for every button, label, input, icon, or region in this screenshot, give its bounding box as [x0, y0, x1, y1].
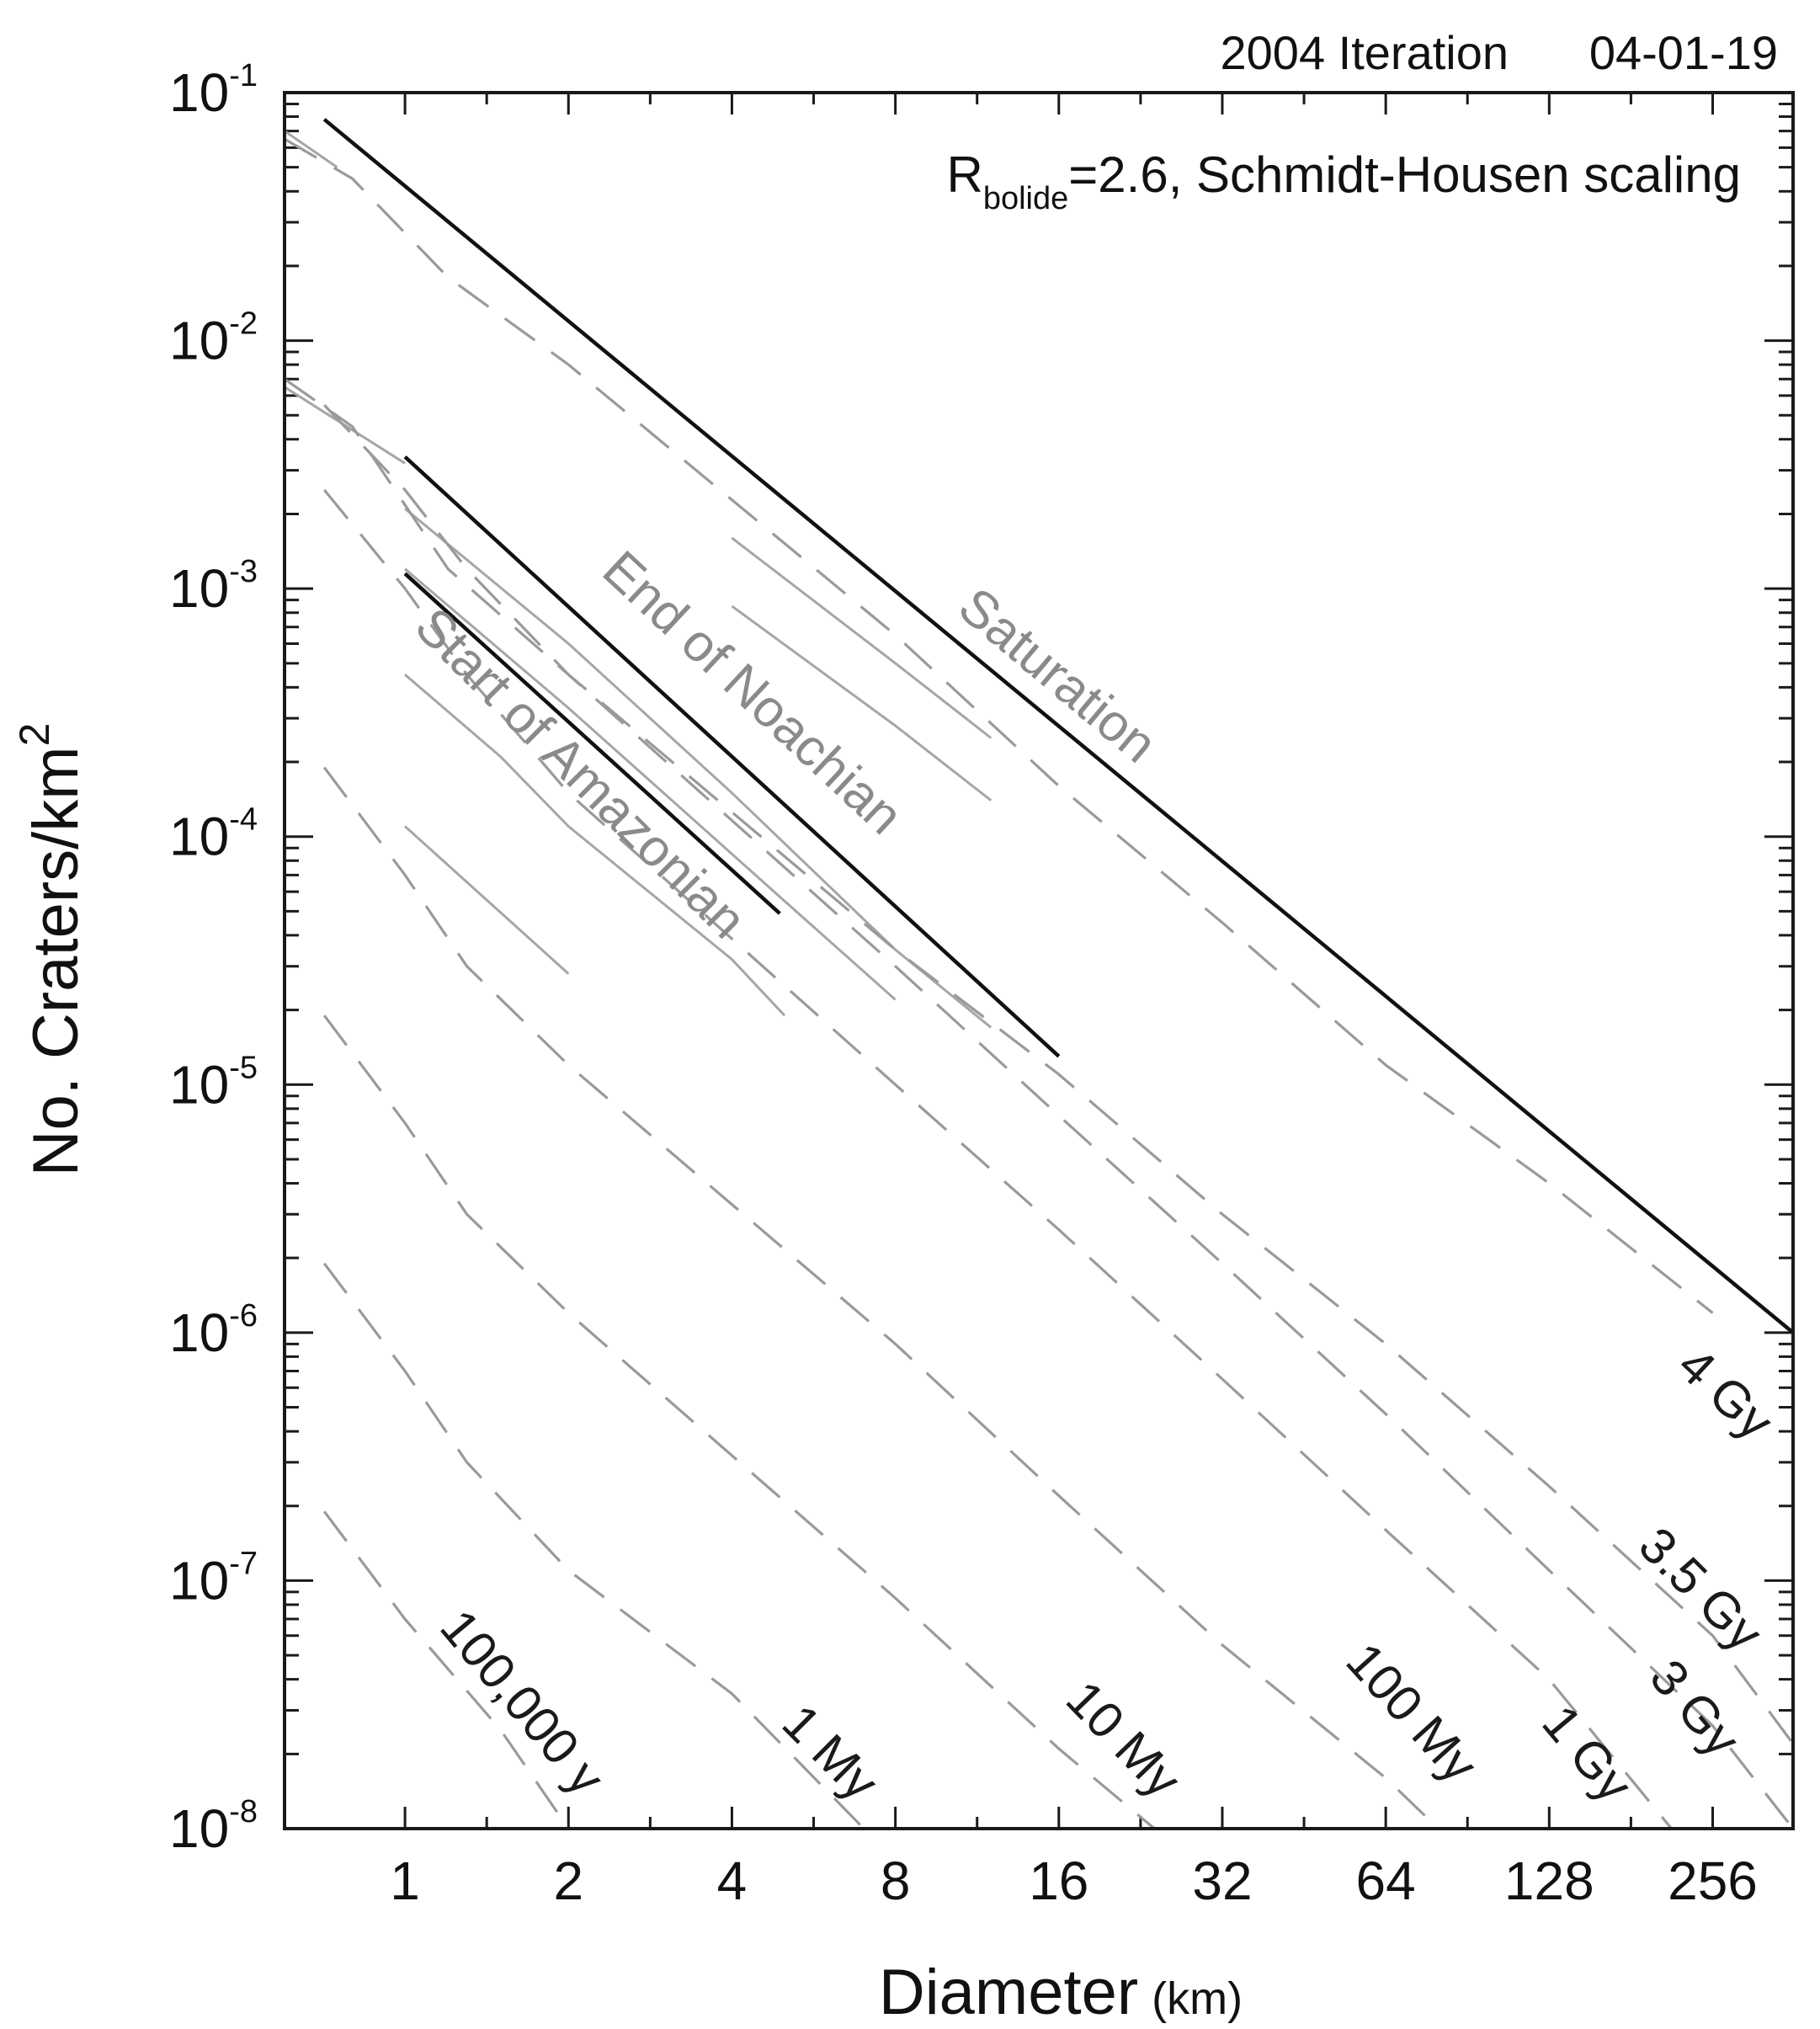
x-axis-unit: (km)	[1152, 1973, 1243, 2024]
header-date: 04-01-19	[1589, 26, 1778, 79]
y-tick-base: 10	[169, 1054, 229, 1115]
boundary-label-saturation: Saturation	[948, 577, 1168, 775]
axis-ticks	[285, 91, 1793, 1830]
x-tick-label: 8	[881, 1851, 911, 1911]
subtitle-prefix: R	[946, 146, 982, 203]
y-tick-label: 10-6	[169, 1298, 258, 1363]
y-tick-exponent: -8	[229, 1794, 258, 1829]
boundary-start-of-amazonian	[403, 572, 781, 915]
partial-isochron-curve	[731, 536, 992, 739]
y-tick-base: 10	[169, 1798, 229, 1859]
chart-subtitle: Rbolide=2.6, Schmidt-Housen scaling	[946, 146, 1741, 216]
isochron-label-100-my: 100 My	[1336, 1632, 1488, 1793]
isochron-10-my	[322, 1014, 1156, 1830]
plot-frame	[283, 91, 1795, 1830]
isochron-label-1-my: 1 My	[772, 1694, 889, 1811]
isochron-label-1-gy: 1 Gy	[1531, 1695, 1643, 1813]
y-tick-base: 10	[169, 558, 229, 619]
x-tick-label: 32	[1192, 1851, 1252, 1911]
x-axis-title: Diameter (km)	[879, 1957, 1243, 2028]
x-axis-label: Diameter	[879, 1957, 1138, 2028]
y-tick-exponent: -3	[229, 554, 258, 589]
x-tick-label: 64	[1356, 1851, 1416, 1911]
x-tick-labels: 1 2 4 8 16 32 64 128 256	[390, 1851, 1758, 1911]
isochron-label-3-5-gy: 3.5 Gy	[1628, 1516, 1773, 1661]
y-tick-base: 10	[169, 311, 229, 371]
x-tick-label: 1	[390, 1851, 420, 1911]
y-tick-label: 10-7	[169, 1546, 258, 1611]
partial-isochron-curve	[731, 604, 992, 801]
y-tick-exponent: -2	[229, 306, 258, 342]
x-tick-label: 2	[553, 1851, 583, 1911]
y-tick-label: 10-1	[169, 58, 258, 123]
y-tick-label: 10-5	[169, 1050, 258, 1115]
isochron-4-gy	[284, 137, 1714, 1314]
boundary-end-of-noachian	[403, 455, 1061, 1058]
header-iteration: 2004 Iteration	[1221, 26, 1509, 79]
boundary-saturation	[322, 118, 1795, 1334]
y-axis-label: No. Craters/km	[20, 746, 92, 1176]
partial-isochron-curve	[404, 508, 992, 1029]
y-tick-exponent: -4	[229, 802, 258, 838]
epoch-boundary-lines	[322, 118, 1795, 1334]
partial-isochron-curve	[404, 567, 897, 1001]
svg-text:Diameter(km): Diameter (km)	[879, 1957, 1243, 2028]
y-tick-exponent: -5	[229, 1050, 258, 1085]
y-tick-base: 10	[169, 807, 229, 867]
isochron-label-4-gy: 4 Gy	[1668, 1336, 1784, 1450]
isochron-label-10-my: 10 My	[1056, 1670, 1192, 1808]
y-tick-labels: 10-810-710-610-510-410-310-210-1	[169, 58, 258, 1859]
isochron-3-gy	[323, 403, 1795, 1829]
y-tick-base: 10	[169, 62, 229, 123]
isochron-label-100-000-y: 100,000 y	[429, 1599, 615, 1805]
y-tick-label: 10-3	[169, 554, 258, 619]
y-tick-exponent: -1	[229, 58, 258, 93]
x-tick-label: 4	[717, 1851, 748, 1911]
subtitle-subscript: bolide	[983, 181, 1068, 216]
y-tick-base: 10	[169, 1302, 229, 1363]
y-axis-title: No. Craters/km2	[11, 723, 92, 1177]
partial-isochron-curve	[284, 130, 338, 168]
x-tick-label: 128	[1504, 1851, 1594, 1911]
y-tick-label: 10-2	[169, 306, 258, 371]
isochron-curves	[284, 137, 1795, 1830]
svg-text:No. Craters/km2: No. Craters/km2	[11, 723, 92, 1177]
isochron-3-5-gy	[284, 377, 1795, 1745]
x-tick-label: 16	[1029, 1851, 1088, 1911]
y-tick-label: 10-4	[169, 802, 258, 867]
isochron-100-000-y	[322, 1510, 570, 1829]
x-tick-label: 256	[1668, 1851, 1758, 1911]
isochron-1-gy	[322, 488, 1673, 1830]
subtitle-rest: =2.6, Schmidt-Housen scaling	[1068, 146, 1741, 203]
y-tick-exponent: -6	[229, 1298, 258, 1334]
partial-isochron-curve	[404, 825, 570, 975]
y-axis-label-sup: 2	[11, 723, 58, 747]
y-tick-exponent: -7	[229, 1546, 258, 1581]
y-tick-base: 10	[169, 1550, 229, 1611]
y-tick-label: 10-8	[169, 1794, 258, 1859]
isochron-100-my	[322, 766, 1440, 1830]
isochron-1-my	[322, 1262, 865, 1830]
partial-isochron-curve	[404, 674, 786, 1017]
